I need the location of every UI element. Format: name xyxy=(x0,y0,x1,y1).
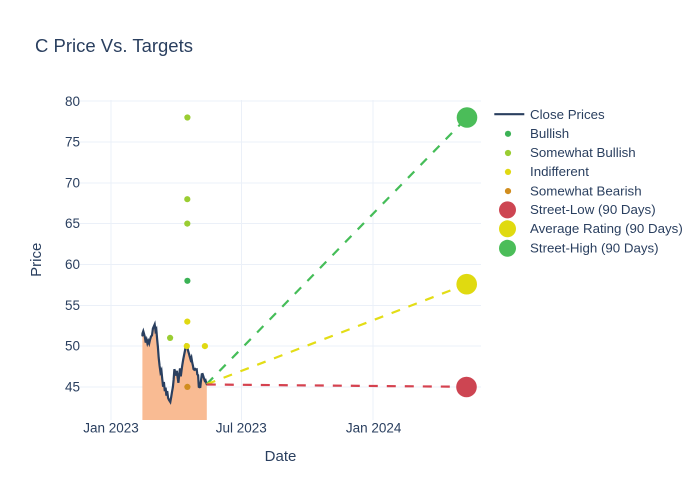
svg-text:Jan 2023: Jan 2023 xyxy=(83,420,139,435)
svg-text:Street-High (90 Days): Street-High (90 Days) xyxy=(530,241,659,256)
svg-text:75: 75 xyxy=(65,135,80,150)
svg-text:50: 50 xyxy=(65,339,80,354)
svg-text:C Price Vs. Targets: C Price Vs. Targets xyxy=(35,35,193,56)
svg-text:Date: Date xyxy=(265,448,297,465)
svg-text:Price: Price xyxy=(28,243,45,277)
svg-text:70: 70 xyxy=(65,175,80,190)
svg-text:Indifferent: Indifferent xyxy=(530,164,589,179)
svg-text:55: 55 xyxy=(65,298,80,313)
svg-text:Street-Low (90 Days): Street-Low (90 Days) xyxy=(530,202,656,217)
svg-text:Bullish: Bullish xyxy=(530,126,569,141)
svg-text:45: 45 xyxy=(65,380,80,395)
svg-text:Somewhat Bullish: Somewhat Bullish xyxy=(530,145,636,160)
svg-text:Jan 2024: Jan 2024 xyxy=(346,420,402,435)
svg-text:65: 65 xyxy=(65,216,80,231)
svg-text:Average Rating (90 Days): Average Rating (90 Days) xyxy=(530,221,683,236)
svg-text:60: 60 xyxy=(65,257,80,272)
svg-text:Somewhat Bearish: Somewhat Bearish xyxy=(530,183,642,198)
svg-text:Close Prices: Close Prices xyxy=(530,107,605,122)
svg-text:80: 80 xyxy=(65,94,80,109)
svg-text:Jul 2023: Jul 2023 xyxy=(216,420,267,435)
